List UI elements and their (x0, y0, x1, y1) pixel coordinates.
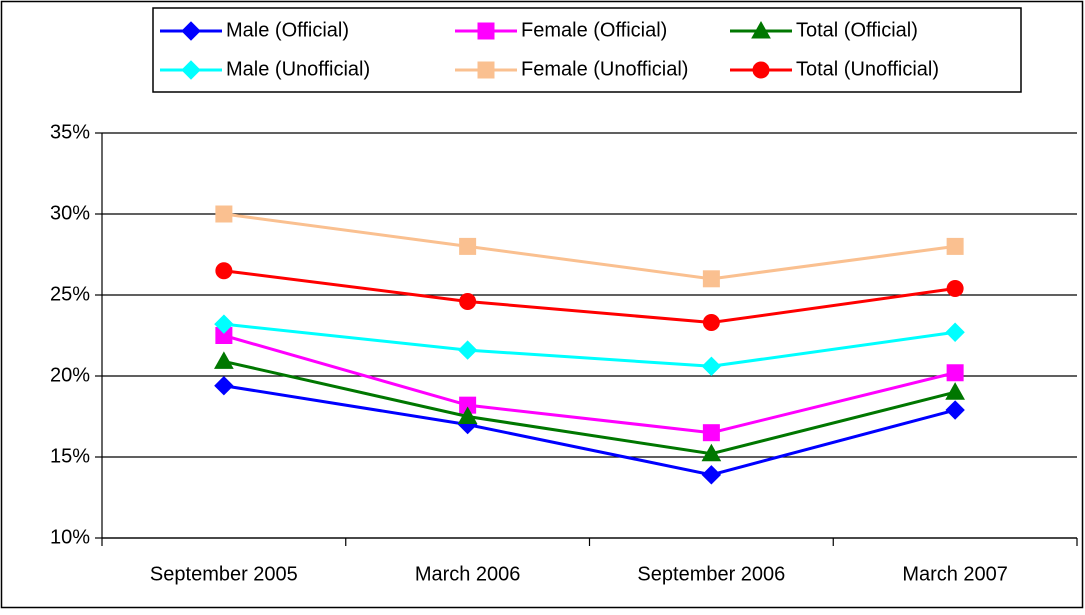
marker (214, 314, 234, 334)
legend-marker (477, 22, 495, 40)
legend-marker (752, 61, 770, 79)
x-tick-label: March 2006 (415, 563, 521, 585)
legend-label: Male (Official) (226, 19, 349, 41)
marker (215, 205, 233, 223)
legend-marker (181, 21, 201, 41)
series-line (223, 269, 956, 325)
legend-marker (751, 20, 771, 39)
marker (457, 340, 478, 360)
legend-label: Female (Official) (521, 19, 667, 41)
y-tick-label: 15% (50, 445, 90, 467)
x-tick-label: September 2005 (150, 563, 298, 585)
marker (702, 424, 720, 442)
legend-label: Female (Unofficial) (521, 58, 688, 80)
series-line (223, 359, 956, 456)
marker (459, 237, 477, 255)
marker (214, 376, 234, 396)
y-tick-label: 25% (50, 283, 90, 305)
marker (701, 443, 722, 462)
series-line (223, 322, 956, 368)
legend-box (152, 7, 1022, 93)
marker (701, 465, 722, 485)
x-tick-label: March 2007 (902, 563, 1008, 585)
marker (946, 280, 964, 298)
marker (701, 356, 722, 376)
marker (946, 364, 964, 382)
marker (945, 322, 965, 342)
marker (945, 382, 965, 400)
y-tick-label: 30% (50, 202, 90, 224)
y-tick-label: 35% (50, 121, 90, 143)
marker (457, 406, 478, 424)
legend-marker (477, 61, 495, 79)
marker (702, 270, 720, 288)
marker (945, 400, 965, 420)
series-line (223, 212, 956, 281)
marker (215, 262, 233, 280)
series-line (223, 384, 956, 477)
y-tick-label: 20% (50, 364, 90, 386)
marker (459, 292, 477, 310)
series-line (223, 334, 956, 435)
legend-label: Total (Official) (796, 19, 918, 41)
legend-marker (181, 60, 201, 80)
marker (702, 314, 720, 332)
legend-label: Male (Unofficial) (226, 58, 370, 80)
marker (946, 237, 964, 255)
y-tick-label: 10% (50, 526, 90, 548)
x-tick-label: September 2006 (637, 563, 785, 585)
legend-label: Total (Unofficial) (796, 58, 939, 80)
marker (214, 351, 234, 369)
